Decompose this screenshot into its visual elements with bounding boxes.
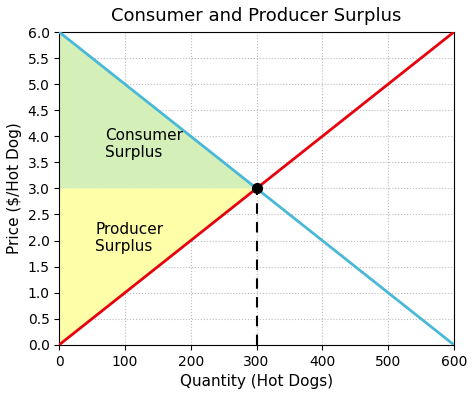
- Polygon shape: [59, 188, 256, 345]
- Y-axis label: Price ($/Hot Dog): Price ($/Hot Dog): [7, 122, 22, 254]
- Text: Consumer
Surplus: Consumer Surplus: [105, 128, 183, 160]
- Polygon shape: [59, 32, 256, 188]
- X-axis label: Quantity (Hot Dogs): Quantity (Hot Dogs): [180, 374, 333, 389]
- Text: Producer
Surplus: Producer Surplus: [95, 222, 164, 254]
- Title: Consumer and Producer Surplus: Consumer and Producer Surplus: [111, 7, 402, 25]
